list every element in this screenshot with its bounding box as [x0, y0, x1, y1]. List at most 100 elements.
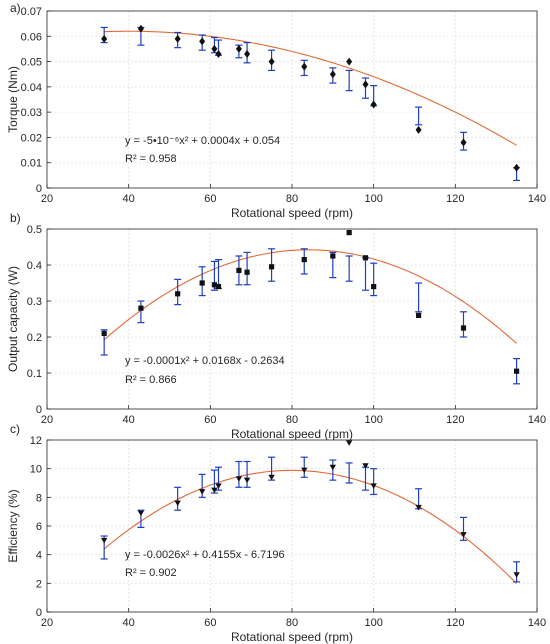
data-point	[460, 138, 467, 147]
data-point	[268, 57, 275, 66]
panel-label: a)	[10, 1, 21, 15]
y-axis-label: Efficiency (%)	[6, 489, 20, 562]
y-tick-label: 0.2	[27, 332, 42, 344]
y-tick-label: 0.1	[27, 368, 42, 380]
data-point	[370, 483, 377, 489]
error-bar	[513, 561, 521, 583]
y-tick-label: 0.02	[21, 132, 42, 144]
chart-panel-3: 20 40 60 80 100 120 140 0 2 4 6 8 10 12 Rotational spe…	[6, 422, 546, 644]
y-tick-label: 12	[30, 435, 42, 447]
data-point	[138, 305, 144, 311]
x-tick-label: 40	[123, 617, 135, 629]
x-tick-label: 140	[528, 617, 546, 629]
data-point	[244, 49, 251, 58]
x-axis-label: Rotational speed (rpm)	[231, 630, 353, 644]
x-tick-label: 140	[528, 414, 546, 426]
error-bar	[243, 251, 251, 286]
x-tick-label: 80	[286, 193, 298, 205]
x-axis-label: Rotational speed (rpm)	[231, 427, 353, 441]
y-tick-label: 0.01	[21, 158, 42, 170]
x-tick-label: 100	[364, 414, 382, 426]
data-point	[199, 280, 205, 286]
y-tick-label: 0	[36, 183, 42, 195]
data-point	[211, 487, 218, 494]
panel-label: b)	[10, 211, 21, 225]
data-point	[243, 477, 251, 484]
x-axis-label: Rotational speed (rpm)	[231, 206, 353, 220]
x-tick-label: 120	[446, 617, 464, 629]
y-tick-label: 6	[36, 521, 42, 533]
y-axis-label: Output capacity (W)	[6, 266, 20, 372]
error-bar	[300, 456, 308, 478]
data-point	[346, 57, 353, 66]
x-tick-label: 20	[41, 617, 53, 629]
data-point	[100, 537, 108, 544]
error-bar	[370, 468, 378, 496]
x-tick-label: 60	[204, 193, 216, 205]
data-point	[101, 330, 107, 336]
data-point	[370, 100, 377, 109]
error-bar	[174, 486, 182, 511]
error-bar	[345, 255, 353, 282]
x-tick-label: 100	[364, 193, 382, 205]
y-tick-label: 10	[30, 464, 42, 476]
error-bar	[137, 300, 145, 324]
data-point	[174, 500, 181, 507]
x-tick-label: 60	[204, 617, 216, 629]
fit-curve	[103, 249, 517, 344]
data-point	[215, 483, 222, 489]
error-bar	[415, 282, 423, 313]
data-point	[199, 37, 206, 46]
error-bar	[345, 69, 353, 92]
fit-curve	[104, 30, 517, 146]
y-tick-label: 0.03	[21, 107, 42, 119]
x-tick-label: 80	[286, 414, 298, 426]
data-point	[137, 510, 145, 517]
data-point	[174, 34, 181, 43]
data-point	[301, 62, 308, 71]
y-tick-label: 0.05	[21, 57, 42, 69]
y-tick-label: 0.3	[27, 296, 42, 308]
data-point	[301, 257, 307, 263]
data-point	[513, 368, 520, 374]
x-tick-label: 20	[41, 414, 53, 426]
r-squared: R² = 0.902	[125, 567, 177, 579]
data-point	[268, 264, 275, 270]
data-point	[362, 463, 369, 469]
data-point	[415, 504, 422, 511]
data-point	[101, 34, 108, 43]
x-tick-label: 40	[123, 414, 135, 426]
data-point	[415, 125, 422, 134]
data-point	[215, 284, 222, 290]
data-point	[330, 253, 336, 259]
r-squared: R² = 0.866	[125, 374, 177, 386]
data-point	[371, 284, 377, 290]
x-tick-label: 20	[41, 193, 53, 205]
fit-curve	[103, 469, 517, 584]
data-point	[175, 291, 181, 297]
y-tick-label: 0.07	[21, 6, 42, 18]
r-squared: R² = 0.958	[125, 153, 177, 165]
data-point	[211, 44, 218, 53]
data-point	[513, 572, 520, 578]
data-point	[268, 474, 275, 481]
data-point	[215, 49, 222, 58]
y-tick-label: 0.5	[27, 224, 42, 236]
x-tick-label: 60	[204, 414, 216, 426]
data-point	[244, 269, 250, 275]
data-point	[235, 44, 242, 53]
data-point	[329, 70, 336, 79]
data-point	[460, 325, 467, 331]
data-point	[329, 464, 337, 471]
y-tick-label: 0.4	[27, 260, 42, 272]
data-point	[415, 312, 422, 318]
data-point	[513, 163, 520, 172]
data-point	[198, 489, 206, 495]
y-tick-label: 4	[36, 550, 42, 562]
fit-equation: y = -5•10⁻⁶x² + 0.0004x + 0.054	[125, 135, 280, 147]
data-point	[362, 255, 369, 261]
data-point	[211, 282, 218, 288]
x-tick-label: 120	[446, 414, 464, 426]
fit-equation: y = -0.0026x² + 0.4155x - 6.7196	[125, 549, 285, 561]
